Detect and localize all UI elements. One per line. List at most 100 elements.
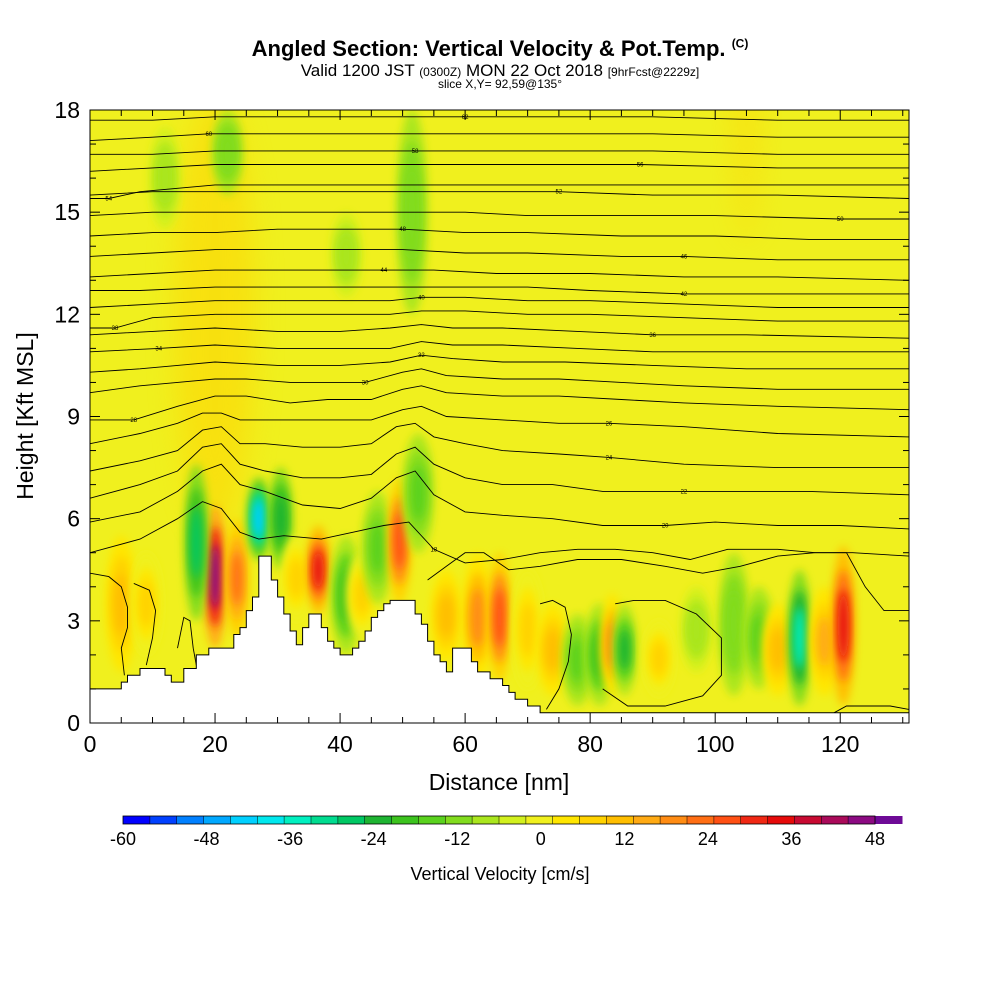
colorbar-swatch <box>740 816 769 824</box>
colorbar-swatch <box>176 816 205 824</box>
isentrope-label: 52 <box>556 190 563 196</box>
colorbar-tick-label: 48 <box>865 829 885 849</box>
isentrope-label: 42 <box>681 292 688 298</box>
velocity-cell <box>439 595 454 637</box>
valid-utc: (0300Z) <box>419 65 462 79</box>
velocity-cell <box>837 589 849 662</box>
colorbar-swatch <box>418 816 446 824</box>
zero-contour <box>427 552 909 612</box>
isentrope-label: 32 <box>418 353 425 359</box>
colorbar-swatch <box>848 816 876 824</box>
isentrope-line <box>90 164 909 172</box>
colorbar-tick-label: -12 <box>444 829 470 849</box>
isentrope-line <box>90 249 909 261</box>
isentrope-label: 26 <box>606 421 613 427</box>
zero-contour <box>177 616 197 666</box>
x-tick-label: 120 <box>821 731 859 757</box>
velocity-cell <box>157 155 173 202</box>
colorbar-swatch <box>123 816 151 824</box>
colorbar-tick-label: 36 <box>781 829 801 849</box>
y-tick-label: 3 <box>67 608 80 634</box>
colorbar-tick-label: 0 <box>536 829 546 849</box>
colorbar-swatch <box>445 816 473 824</box>
colorbar-tick-label: 24 <box>698 829 718 849</box>
colorbar-swatch <box>203 816 232 824</box>
terrain <box>90 555 909 723</box>
velocity-cell <box>114 573 129 635</box>
isentrope-line <box>90 286 909 295</box>
warm-band <box>175 110 256 535</box>
isentrope-label: 50 <box>837 217 844 223</box>
colorbar-swatch <box>525 816 554 824</box>
forecast-info: [9hrFcst@2229z] <box>607 65 700 79</box>
colorbar-swatch <box>499 816 527 824</box>
isentrope-line <box>90 405 909 445</box>
colorbar-swatch <box>311 816 339 824</box>
isentrope-label: 58 <box>412 149 419 155</box>
colorbar-swatch <box>875 816 903 824</box>
y-tick-label: 15 <box>54 199 80 225</box>
x-axis-label: Distance [nm] <box>429 769 570 795</box>
isentrope-line <box>90 385 909 421</box>
velocity-cell <box>139 580 154 627</box>
isentrope-line <box>90 341 909 353</box>
isentrope-label: 46 <box>681 254 688 260</box>
velocity-cell <box>253 500 265 538</box>
isentrope-line <box>90 184 909 199</box>
velocity-cell <box>275 495 287 542</box>
velocity-field: 18 20 22 24 26 28 30 32 34 36 38 40 42 44 46 48 50 52 54 56… <box>90 110 909 723</box>
x-tick-label: 20 <box>202 731 228 757</box>
velocity-cell <box>190 507 202 578</box>
x-tick-label: 80 <box>577 731 603 757</box>
potential-temperature-contours: 18 20 22 24 26 28 30 32 34 36 38 40 42 44 46 48 50 52 54 56… <box>90 115 909 564</box>
velocity-cell <box>520 602 535 657</box>
isentrope-label: 48 <box>399 227 406 233</box>
isentrope-line <box>90 310 909 329</box>
isentrope-label: 36 <box>649 333 656 339</box>
colorbar-swatch <box>767 816 796 824</box>
y-tick-label: 0 <box>67 710 80 736</box>
isentrope-label: 38 <box>112 326 119 332</box>
slice-info: slice X,Y= 92,59@135° <box>437 77 563 91</box>
isentrope-label: 60 <box>205 132 212 138</box>
copyright-mark: (C) <box>731 36 749 51</box>
colorbar-swatch <box>364 816 393 824</box>
colorbar-tick-label: -60 <box>110 829 136 849</box>
isentrope-line <box>90 443 909 499</box>
velocity-cell <box>817 616 832 666</box>
velocity-cell <box>570 639 585 681</box>
zero-contour <box>539 599 572 710</box>
velocity-cell <box>339 235 354 274</box>
colorbar-swatch <box>284 816 312 824</box>
y-axis-label: Height [Kft MSL] <box>12 332 38 499</box>
isentrope-line <box>90 116 909 121</box>
colorbar-swatch <box>257 816 285 824</box>
velocity-cell <box>689 610 704 649</box>
isentrope-line <box>90 368 909 394</box>
velocity-cell <box>289 559 304 598</box>
colorbar-swatch <box>794 816 822 824</box>
x-tick-label: 100 <box>696 731 734 757</box>
colorbar: -60 -48 -36 -24 -12 0 12 24 36 48 <box>110 815 903 849</box>
chart-title: Angled Section: Vertical Velocity & Pot.… <box>0 36 1000 62</box>
velocity-cell <box>370 522 385 573</box>
isentrope-line <box>90 501 909 564</box>
colorbar-tick-label: -24 <box>361 829 387 849</box>
isentrope-line <box>90 354 909 373</box>
velocity-cell <box>209 544 221 609</box>
zero-contour <box>133 582 157 666</box>
zero-contour <box>602 599 722 707</box>
isentrope-label: 34 <box>155 346 162 352</box>
isentrope-label: 24 <box>606 455 613 461</box>
valid-time: Valid 1200 JST <box>300 61 415 80</box>
y-tick-label: 6 <box>67 506 80 532</box>
colorbar-swatch <box>337 816 366 824</box>
colorbar-tick-label: -48 <box>194 829 220 849</box>
isentrope-line <box>90 324 909 339</box>
velocity-cell <box>651 641 667 676</box>
velocity-cell <box>231 551 243 606</box>
colorbar-swatch <box>149 816 178 824</box>
colorbar-swatch <box>230 816 258 824</box>
